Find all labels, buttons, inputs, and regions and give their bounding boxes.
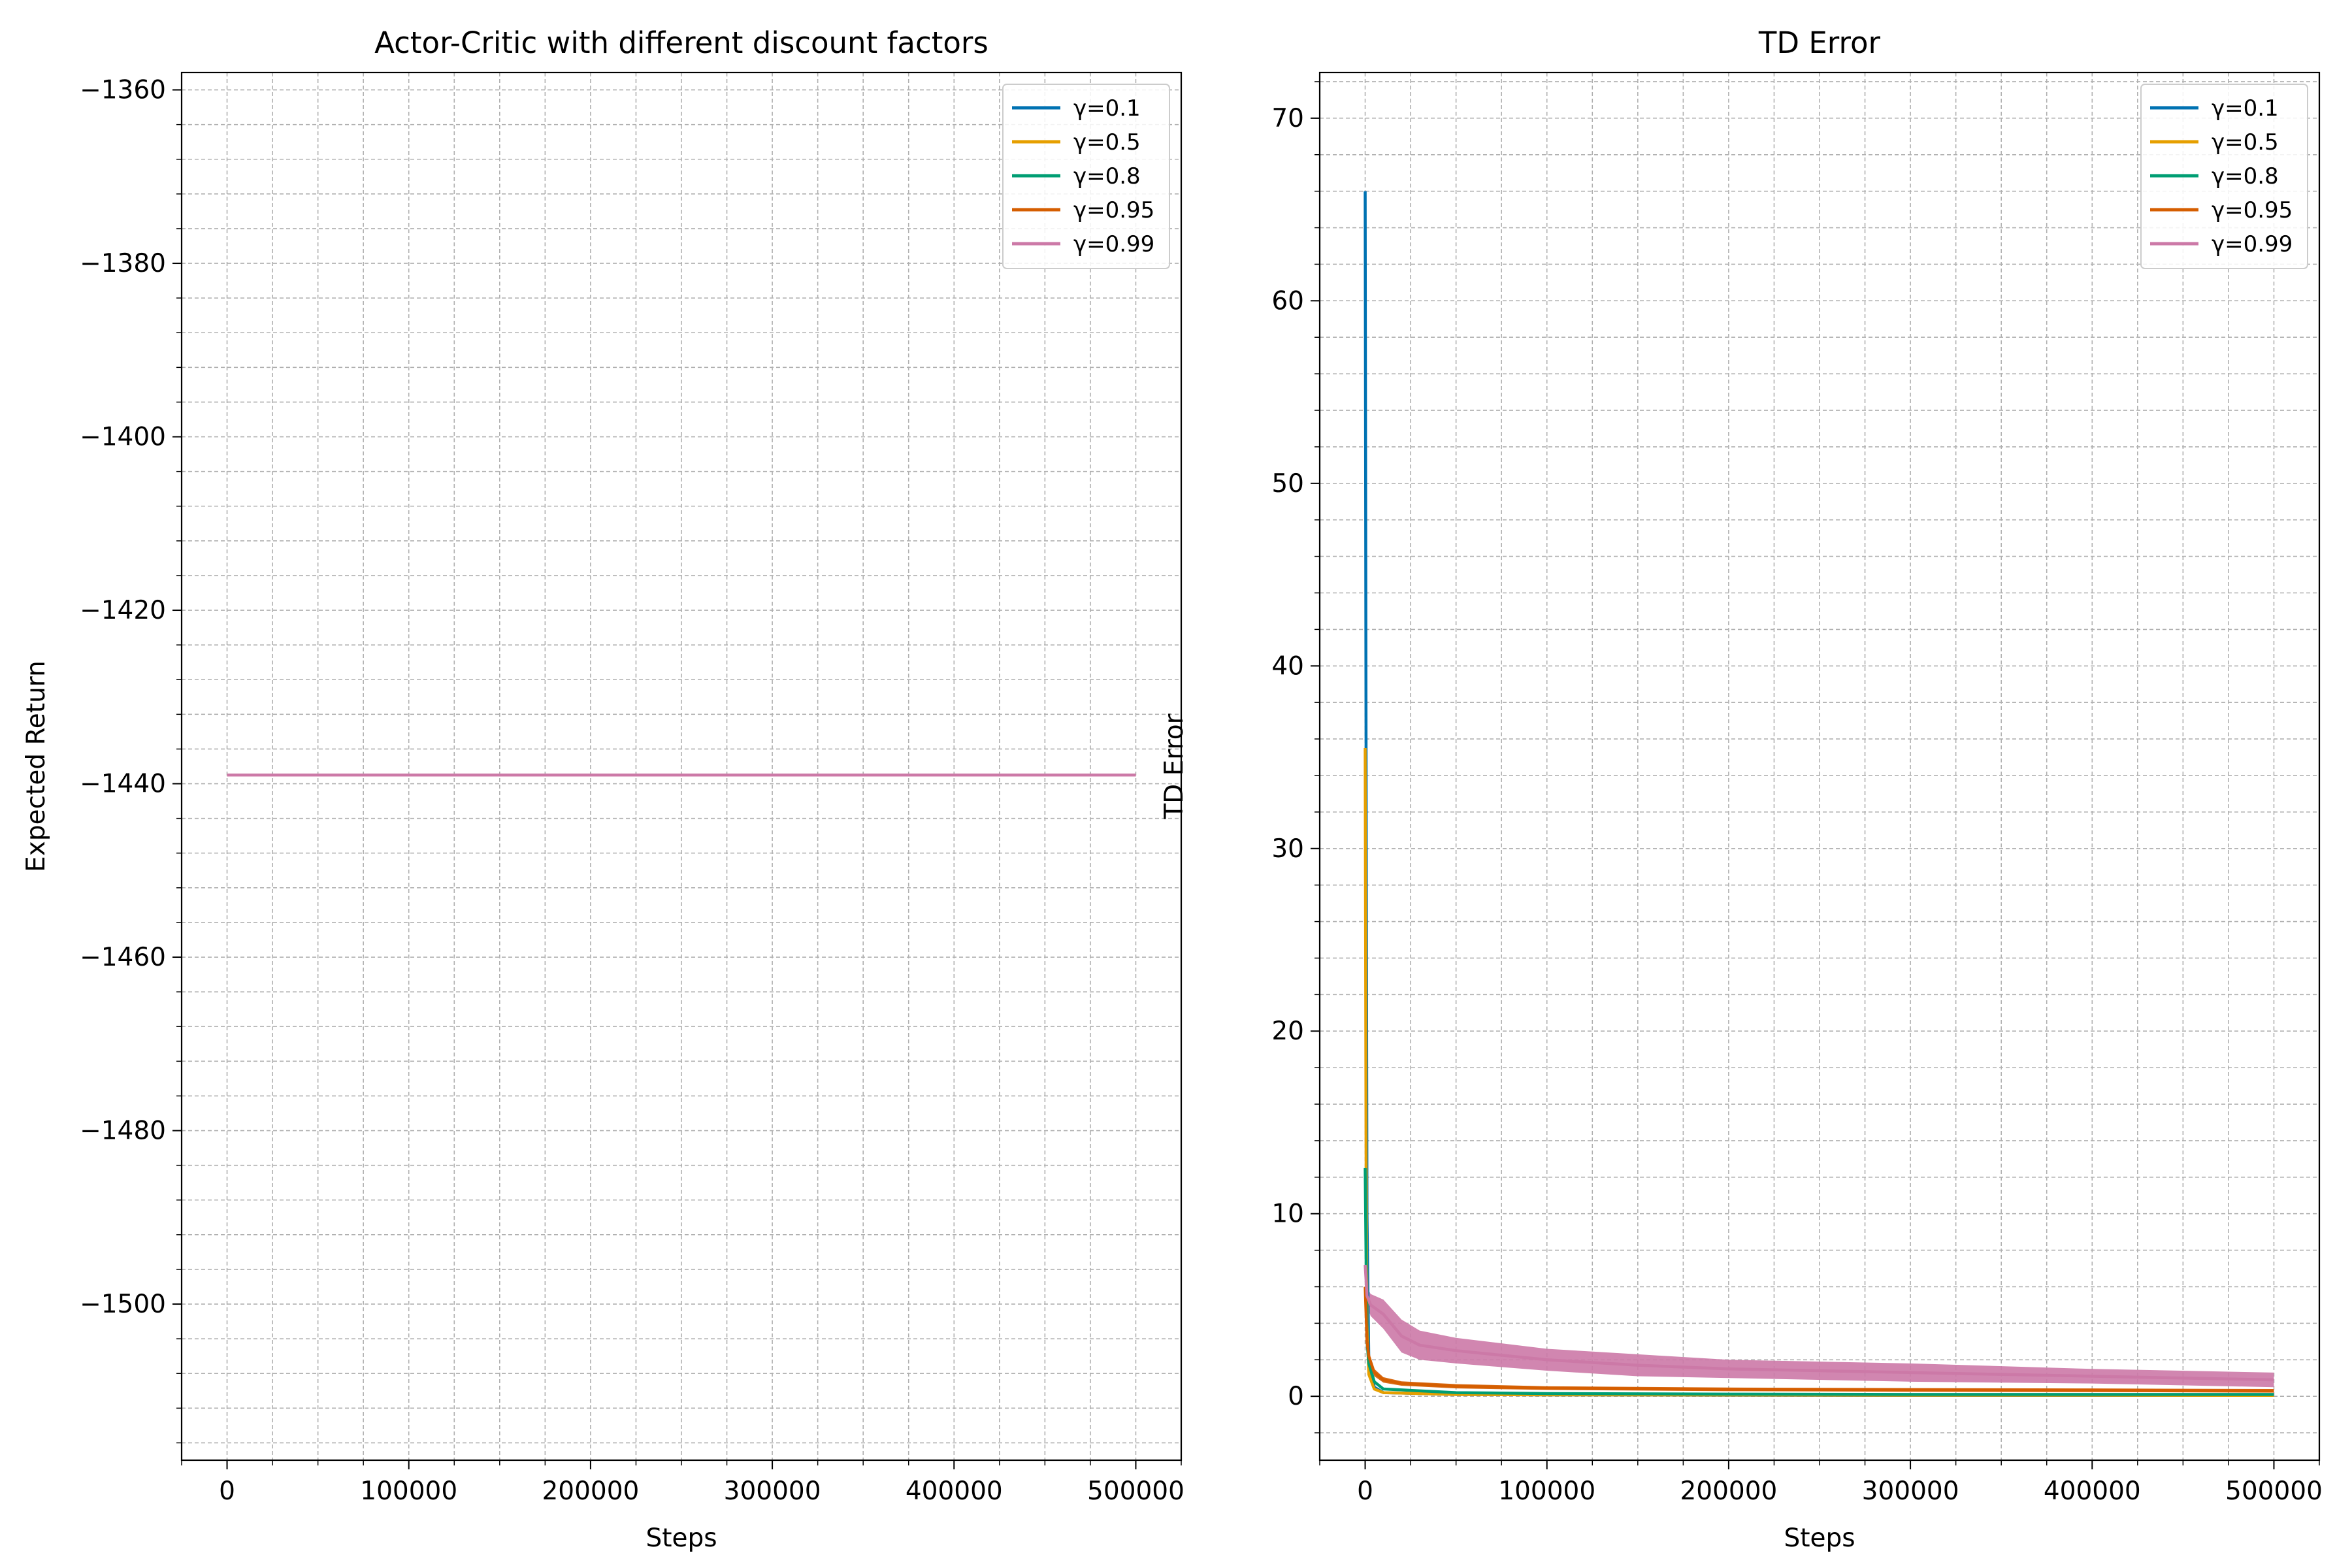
y-tick-label: 70 <box>1271 104 1304 133</box>
x-tick-label: 300000 <box>1862 1477 1959 1506</box>
legend-label: γ=0.95 <box>1073 197 1154 223</box>
x-tick-label: 500000 <box>2225 1477 2323 1506</box>
legend-box <box>2140 84 2308 269</box>
y-tick-label: −1440 <box>80 770 166 799</box>
legend-label: γ=0.8 <box>2212 163 2279 189</box>
x-tick-label: 500000 <box>1087 1477 1184 1506</box>
legend: γ=0.1 γ=0.5 γ=0.8 γ=0.95 γ=0.99 <box>1002 84 1170 269</box>
legend-label: γ=0.1 <box>2212 95 2279 122</box>
legend: γ=0.1 γ=0.5 γ=0.8 γ=0.95 γ=0.99 <box>2140 84 2308 269</box>
y-axis-label: TD Error <box>1160 713 1189 819</box>
y-tick-label: 30 <box>1271 834 1304 864</box>
chart-title: TD Error <box>1758 25 1881 60</box>
y-tick-label: −1480 <box>80 1117 166 1146</box>
legend-label: γ=0.99 <box>1073 231 1154 257</box>
grid <box>181 73 1182 1460</box>
x-axis-label: Steps <box>645 1524 717 1553</box>
x-axis-label: Steps <box>1784 1524 1855 1553</box>
chart-title: Actor-Critic with different discount fac… <box>374 25 988 60</box>
x-tick-label: 100000 <box>1498 1477 1595 1506</box>
x-tick-label: 100000 <box>360 1477 457 1506</box>
y-tick-label: −1400 <box>80 423 166 452</box>
y-tick-label: −1380 <box>80 249 166 278</box>
series-lines <box>1364 191 2274 1397</box>
y-tick-label: 60 <box>1271 286 1304 316</box>
legend-label: γ=0.8 <box>1073 163 1141 189</box>
legend-label: γ=0.5 <box>1073 129 1141 155</box>
axis-ticks: 0 100000 200000 300000 400000 500000 −1500 −148… <box>80 76 1184 1506</box>
legend-label: γ=0.1 <box>1073 95 1141 122</box>
legend-label: γ=0.5 <box>2212 129 2279 155</box>
y-tick-label: −1500 <box>80 1290 166 1319</box>
x-tick-label: 400000 <box>906 1477 1003 1506</box>
legend-label: γ=0.99 <box>2212 231 2293 257</box>
series-line <box>1364 1286 2274 1393</box>
y-tick-label: −1420 <box>80 596 166 625</box>
y-tick-label: −1460 <box>80 943 166 972</box>
legend-box <box>1002 84 1170 269</box>
x-tick-label: 200000 <box>542 1477 639 1506</box>
expected-return-chart: 0 100000 200000 300000 400000 500000 −1500 −148… <box>22 25 1184 1553</box>
x-tick-label: 200000 <box>1680 1477 1777 1506</box>
y-tick-label: 10 <box>1271 1200 1304 1229</box>
legend-label: γ=0.95 <box>2212 197 2293 223</box>
y-tick-label: 0 <box>1288 1382 1304 1411</box>
x-tick-label: 400000 <box>2044 1477 2141 1506</box>
series-band <box>1365 1257 2274 1388</box>
y-tick-label: 50 <box>1271 469 1304 498</box>
x-tick-label: 0 <box>1357 1477 1373 1506</box>
y-axis-label: Expected Return <box>22 661 51 872</box>
axis-ticks: 0 100000 200000 300000 400000 500000 0 10 20 30 40… <box>1271 81 2323 1506</box>
y-tick-label: −1360 <box>80 76 166 105</box>
x-tick-label: 0 <box>219 1477 235 1506</box>
td-error-chart: 0 100000 200000 300000 400000 500000 0 10 20 30 40… <box>1160 25 2323 1553</box>
y-tick-label: 40 <box>1271 651 1304 681</box>
confidence-bands <box>1365 1257 2274 1393</box>
x-tick-label: 300000 <box>724 1477 821 1506</box>
y-tick-label: 20 <box>1271 1017 1304 1046</box>
series-line <box>1364 1264 2274 1382</box>
